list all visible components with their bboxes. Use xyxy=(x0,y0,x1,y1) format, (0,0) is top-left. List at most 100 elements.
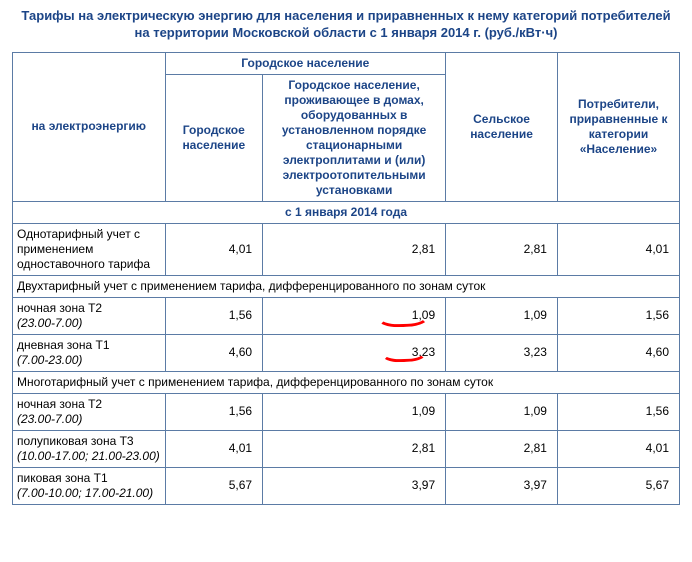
value-text: 1,56 xyxy=(229,404,252,418)
value-text: 3,23 xyxy=(412,345,435,359)
value-text: 1,56 xyxy=(646,404,669,418)
value-text: 2,81 xyxy=(412,441,435,455)
row-label-main: дневная зона Т1 xyxy=(17,338,161,353)
value-wrap: 5,67 xyxy=(562,478,669,493)
value-text: 1,09 xyxy=(524,308,547,322)
value-cell: 1,56 xyxy=(165,297,263,334)
row-label: ночная зона Т2(23.00-7.00) xyxy=(13,393,166,430)
value-wrap: 1,56 xyxy=(562,308,669,323)
header-urban-1: Городское население xyxy=(165,74,263,201)
value-cell: 4,01 xyxy=(165,430,263,467)
header-rural: Сельское население xyxy=(446,52,558,201)
header-row-label: на электроэнергию xyxy=(13,52,166,201)
title-line-2: на территории Московской области с 1 янв… xyxy=(135,25,558,40)
row-label-time: (23.00-7.00) xyxy=(17,316,161,331)
value-cell: 3,23 xyxy=(263,334,446,371)
value-cell: 1,56 xyxy=(557,393,679,430)
table-row: ночная зона Т2(23.00-7.00) 1,56 1,09 1,09 1,… xyxy=(13,297,680,334)
value-wrap: 2,81 xyxy=(267,441,435,456)
value-text: 1,09 xyxy=(524,404,547,418)
value-cell: 2,81 xyxy=(263,223,446,275)
table-row: полупиковая зона Т3(10.00-17.00; 21.00-2… xyxy=(13,430,680,467)
value-cell: 4,01 xyxy=(165,223,263,275)
value-wrap: 4,01 xyxy=(170,441,253,456)
value-cell: 4,60 xyxy=(165,334,263,371)
row-label-time: (10.00-17.00; 21.00-23.00) xyxy=(17,449,161,464)
row-label-main: ночная зона Т2 xyxy=(17,397,161,412)
value-wrap: 1,09 xyxy=(450,404,547,419)
value-cell: 1,09 xyxy=(263,393,446,430)
value-text: 1,56 xyxy=(229,308,252,322)
value-wrap: 4,01 xyxy=(170,242,253,257)
header-equiv: Потребители, приравненные к категории «Н… xyxy=(557,52,679,201)
value-text: 3,97 xyxy=(412,478,435,492)
row-label-main: полупиковая зона Т3 xyxy=(17,434,161,449)
value-wrap: 3,23 xyxy=(267,345,435,360)
value-text: 1,09 xyxy=(412,308,435,322)
tariff-table: на электроэнергию Городское население Се… xyxy=(12,52,680,505)
value-wrap: 2,81 xyxy=(267,242,435,257)
value-wrap: 5,67 xyxy=(170,478,253,493)
value-text: 5,67 xyxy=(646,478,669,492)
row-label: дневная зона Т1(7.00-23.00) xyxy=(13,334,166,371)
value-cell: 2,81 xyxy=(263,430,446,467)
value-wrap: 1,56 xyxy=(562,404,669,419)
row-label: ночная зона Т2(23.00-7.00) xyxy=(13,297,166,334)
row-label-main: ночная зона Т2 xyxy=(17,301,161,316)
table-subhead-row: Двухтарифный учет с применением тарифа, … xyxy=(13,275,680,297)
table-subhead-row: Многотарифный учет с применением тарифа,… xyxy=(13,371,680,393)
value-cell: 3,23 xyxy=(446,334,558,371)
section-period-row: с 1 января 2014 года xyxy=(13,201,680,223)
value-text: 1,09 xyxy=(412,404,435,418)
value-text: 2,81 xyxy=(412,242,435,256)
value-wrap: 2,81 xyxy=(450,242,547,257)
value-cell: 4,01 xyxy=(557,430,679,467)
header-urban-2: Городское население, проживающее в домах… xyxy=(263,74,446,201)
value-cell: 1,56 xyxy=(165,393,263,430)
value-text: 3,23 xyxy=(524,345,547,359)
value-wrap: 3,23 xyxy=(450,345,547,360)
value-cell: 5,67 xyxy=(165,467,263,504)
page-title: Тарифы на электрическую энергию для насе… xyxy=(12,8,680,42)
value-text: 4,01 xyxy=(229,242,252,256)
value-text: 4,60 xyxy=(229,345,252,359)
row-label-time: (23.00-7.00) xyxy=(17,412,161,427)
row-label-time: (7.00-10.00; 17.00-21.00) xyxy=(17,486,161,501)
title-line-1: Тарифы на электрическую энергию для насе… xyxy=(21,8,670,23)
row-label-time: (7.00-23.00) xyxy=(17,353,161,368)
value-wrap: 1,09 xyxy=(450,308,547,323)
subhead-label: Многотарифный учет с применением тарифа,… xyxy=(13,371,680,393)
value-text: 4,01 xyxy=(646,242,669,256)
value-text: 4,01 xyxy=(646,441,669,455)
row-label: Однотарифный учет с применением одностав… xyxy=(13,223,166,275)
value-wrap: 3,97 xyxy=(267,478,435,493)
value-wrap: 4,60 xyxy=(562,345,669,360)
value-text: 2,81 xyxy=(524,242,547,256)
value-cell: 1,09 xyxy=(446,393,558,430)
page: Тарифы на электрическую энергию для насе… xyxy=(0,0,692,513)
value-cell: 1,09 xyxy=(263,297,446,334)
value-cell: 4,01 xyxy=(557,223,679,275)
row-label: пиковая зона Т1(7.00-10.00; 17.00-21.00) xyxy=(13,467,166,504)
subhead-label: Двухтарифный учет с применением тарифа, … xyxy=(13,275,680,297)
value-wrap: 1,09 xyxy=(267,308,435,323)
value-text: 5,67 xyxy=(229,478,252,492)
value-cell: 3,97 xyxy=(263,467,446,504)
table-row: Однотарифный учет с применением одностав… xyxy=(13,223,680,275)
value-cell: 2,81 xyxy=(446,430,558,467)
value-text: 4,01 xyxy=(229,441,252,455)
value-cell: 5,67 xyxy=(557,467,679,504)
table-row: пиковая зона Т1(7.00-10.00; 17.00-21.00)… xyxy=(13,467,680,504)
value-cell: 1,09 xyxy=(446,297,558,334)
value-wrap: 4,01 xyxy=(562,441,669,456)
value-wrap: 1,56 xyxy=(170,308,253,323)
value-wrap: 1,56 xyxy=(170,404,253,419)
value-text: 3,97 xyxy=(524,478,547,492)
value-cell: 1,56 xyxy=(557,297,679,334)
value-wrap: 3,97 xyxy=(450,478,547,493)
table-header-row-1: на электроэнергию Городское население Се… xyxy=(13,52,680,74)
value-wrap: 2,81 xyxy=(450,441,547,456)
value-wrap: 4,60 xyxy=(170,345,253,360)
value-wrap: 4,01 xyxy=(562,242,669,257)
table-row: ночная зона Т2(23.00-7.00) 1,56 1,09 1,09 1,… xyxy=(13,393,680,430)
